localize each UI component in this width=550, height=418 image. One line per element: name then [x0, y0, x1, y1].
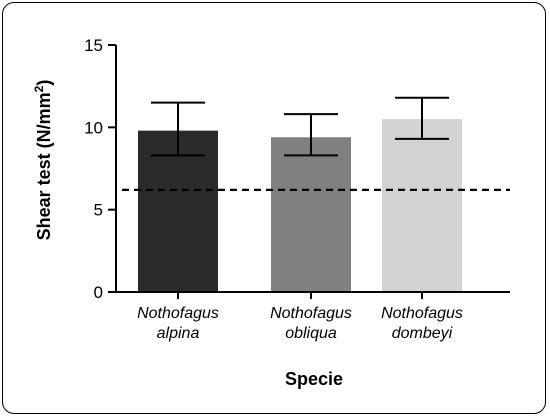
error-bars-group [151, 96, 449, 157]
x-tick-label-line2: obliqua [285, 325, 337, 342]
x-tick-label-line1: Nothofagus [381, 305, 463, 322]
bars-group [138, 119, 462, 292]
x-tick-label-line2: dombeyi [392, 325, 453, 342]
y-tick-label-0: 0 [94, 283, 103, 302]
bar-1 [138, 130, 218, 292]
y-tick-label-3: 15 [84, 36, 103, 55]
x-tick-label-3: Nothofagus dombeyi [381, 305, 463, 342]
x-tick-label-1: Nothofagus alpina [137, 305, 219, 342]
y-axis-title: Shear test (N/mm2) [32, 80, 54, 241]
x-axis-title: Specie [285, 369, 343, 389]
y-tick-label-1: 5 [94, 201, 103, 220]
bar-2 [271, 137, 351, 292]
bar-3 [382, 119, 462, 292]
y-axis-title-superscript: 2 [32, 85, 46, 92]
y-axis: 0 5 10 15 [84, 36, 117, 302]
x-tick-label-2: Nothofagus obliqua [270, 305, 352, 342]
x-tick-label-line2: alpina [157, 325, 200, 342]
y-axis-title-main: Shear test (N/mm [34, 92, 54, 240]
x-tick-label-line1: Nothofagus [137, 305, 219, 322]
x-tick-label-line1: Nothofagus [270, 305, 352, 322]
y-axis-title-end: ) [34, 80, 54, 86]
y-tick-label-2: 10 [84, 118, 103, 137]
